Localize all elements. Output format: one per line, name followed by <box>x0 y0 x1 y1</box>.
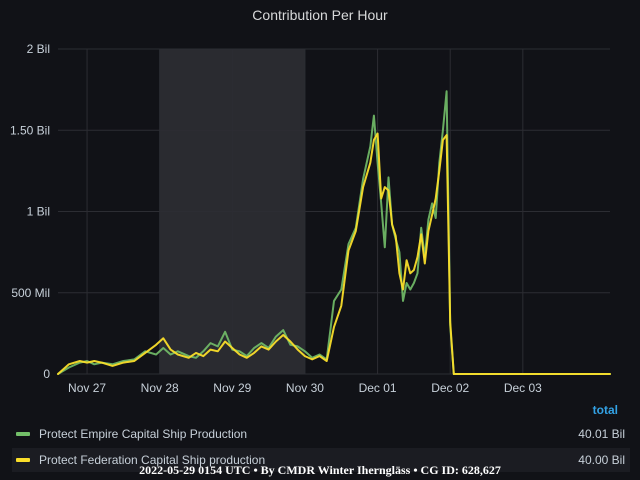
series-line-federation <box>57 132 611 375</box>
x-tick-label: Dec 01 <box>359 381 397 395</box>
legend-series-name: Protect Empire Capital Ship Production <box>39 427 248 441</box>
legend-swatch-empire <box>16 432 30 436</box>
footer-credit: 2022-05-29 0154 UTC • By CMDR Winter Ihe… <box>139 463 501 477</box>
chart-title: Contribution Per Hour <box>252 7 388 23</box>
legend-series-total: 40.00 Bil <box>578 453 625 467</box>
legend-swatch-federation <box>16 458 30 462</box>
legend-series-total: 40.01 Bil <box>578 427 625 441</box>
legend-item-empire[interactable]: Protect Empire Capital Ship Production 4… <box>12 422 630 446</box>
x-tick-label: Nov 28 <box>141 381 179 395</box>
legend-item-federation[interactable]: Protect Federation Capital Ship producti… <box>12 448 630 472</box>
y-tick-label: 1 Bil <box>27 205 50 219</box>
x-tick-label: Nov 29 <box>213 381 251 395</box>
x-tick-label: Nov 30 <box>286 381 324 395</box>
line-chart: 0 500 Mil 1 Bil 1.50 Bil 2 Bil Nov 27 Nov 28 No… <box>10 42 611 395</box>
y-tick-label: 2 Bil <box>27 42 50 56</box>
legend-series-name: Protect Federation Capital Ship producti… <box>39 453 266 467</box>
legend-total-header[interactable]: total <box>592 403 618 417</box>
x-tick-label: Dec 03 <box>504 381 542 395</box>
x-tick-label: Nov 27 <box>68 381 106 395</box>
x-tick-label: Dec 02 <box>431 381 469 395</box>
y-tick-label: 1.50 Bil <box>10 123 50 137</box>
y-tick-label: 500 Mil <box>11 286 50 300</box>
y-tick-label: 0 <box>43 367 50 381</box>
